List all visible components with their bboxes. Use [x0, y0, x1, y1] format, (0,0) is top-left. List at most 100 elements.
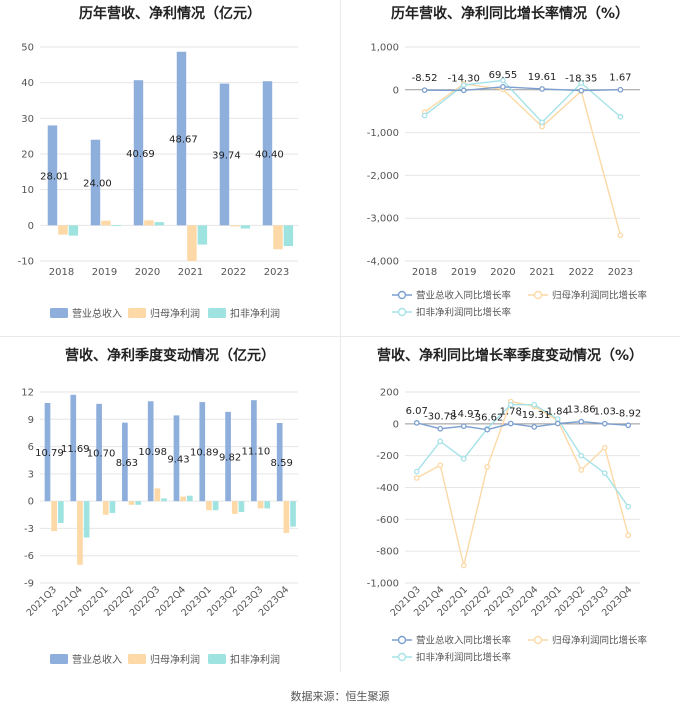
data-label: -19.31 [518, 410, 550, 421]
y-tick-label: -400 [376, 483, 399, 494]
y-tick-label: -3 [24, 524, 34, 535]
data-label: -8.52 [412, 73, 438, 84]
legend-swatch [128, 654, 146, 664]
legend-label: 归母净利润同比增长率 [552, 635, 648, 647]
point-deducted-growth [437, 438, 444, 445]
bar-deducted-profit [290, 501, 296, 527]
y-tick-label: 40 [21, 78, 34, 89]
legend-swatch [208, 308, 226, 318]
point-net-profit-growth [617, 232, 624, 239]
data-label: 19.61 [528, 72, 557, 83]
y-tick-label: -9 [24, 579, 34, 590]
x-tick-label: 2020 [490, 267, 515, 278]
bar-net-profit [273, 225, 283, 250]
point-deducted-growth [460, 82, 467, 88]
point-revenue-growth [625, 422, 632, 429]
bar-deducted-profit [154, 222, 165, 226]
point-revenue-growth [460, 423, 467, 430]
legend-label: 营业总收入 [72, 307, 122, 320]
bar-revenue [173, 415, 180, 502]
legend-label: 扣非净利润 [230, 307, 280, 320]
bar-deducted-profit [212, 501, 219, 511]
bar-revenue [70, 394, 77, 502]
bar-net-profit [187, 225, 197, 261]
legend-swatch-dot [533, 635, 543, 645]
legend-swatch-dot [397, 652, 407, 662]
data-label: -14.30 [448, 73, 480, 84]
bar-net-profit [128, 501, 135, 505]
data-label: -36.62 [471, 413, 503, 424]
bar-deducted-profit [283, 225, 294, 247]
legend-swatch [50, 654, 68, 664]
data-label: 10.98 [138, 447, 167, 458]
bar-revenue [219, 83, 230, 226]
y-tick-label: 0 [28, 221, 34, 232]
data-label: 10.89 [190, 448, 219, 459]
y-tick-label: -1,000 [367, 579, 399, 590]
data-label: 28.01 [40, 171, 69, 182]
line-revenue-growth [416, 420, 629, 431]
y-tick-label: -600 [376, 515, 399, 526]
y-tick-label: 50 [21, 43, 34, 54]
data-label: 1.67 [609, 73, 631, 84]
legend-label: 营业总收入 [72, 653, 122, 666]
bar-deducted-profit [109, 501, 116, 513]
point-net-profit-growth [437, 462, 444, 469]
point-revenue-growth [601, 420, 608, 427]
y-tick-label: 0 [28, 497, 34, 508]
point-net-profit-growth [460, 562, 467, 569]
point-revenue-growth [507, 420, 514, 427]
legend-label: 营业总收入同比增长率 [416, 635, 512, 647]
data-label: 10.79 [35, 448, 64, 459]
point-revenue-growth [578, 418, 585, 425]
data-label: 11.10 [242, 447, 271, 458]
bar-deducted-profit [83, 501, 90, 538]
bar-net-profit [102, 501, 109, 515]
legend-swatch [50, 308, 68, 318]
y-tick-label: -4,000 [367, 257, 399, 268]
data-source-footer: 数据来源：恒生聚源 [290, 690, 390, 703]
legend-swatch-dot [533, 290, 543, 300]
legend-label: 归母净利润 [150, 653, 200, 666]
data-label: 1.03 [594, 407, 616, 418]
bar-deducted-profit [161, 498, 167, 502]
point-revenue-growth [578, 87, 585, 94]
data-label: 8.59 [271, 458, 293, 469]
data-label: 69.55 [489, 70, 518, 81]
bar-revenue [225, 411, 231, 502]
x-tick-label: 2019 [451, 267, 476, 278]
y-tick-label: 0 [393, 85, 399, 96]
point-revenue-growth [531, 424, 538, 430]
bar-net-profit [283, 501, 290, 533]
point-deducted-growth [507, 401, 514, 408]
line-net-profit-growth [416, 400, 629, 566]
bar-net-profit [51, 501, 57, 532]
bar-deducted-profit [197, 225, 208, 245]
line-revenue-growth [424, 86, 621, 92]
data-label: 10.70 [87, 448, 116, 459]
data-label: 9.43 [167, 454, 189, 465]
bar-revenue [47, 125, 58, 226]
x-tick-label: 2021 [178, 267, 203, 278]
data-label: 8.63 [116, 458, 138, 469]
bar-revenue [176, 51, 187, 226]
bar-net-profit [230, 225, 240, 227]
bar-deducted-profit [135, 501, 142, 505]
x-tick-label: 2020 [135, 267, 160, 278]
bar-net-profit [231, 501, 238, 514]
data-label: 1.78 [500, 407, 522, 418]
point-deducted-growth [539, 119, 545, 126]
point-deducted-growth [625, 503, 632, 510]
data-label: 9.82 [219, 452, 241, 463]
point-deducted-growth [421, 112, 428, 119]
bar-revenue [96, 403, 102, 502]
data-label: 40.40 [255, 149, 284, 160]
bar-deducted-profit [68, 225, 79, 236]
bar-net-profit [58, 225, 68, 235]
bar-revenue [276, 423, 283, 502]
bar-deducted-profit [238, 501, 245, 513]
y-tick-label: 6 [28, 442, 34, 453]
bar-deducted-profit [240, 225, 251, 229]
bar-deducted-profit [111, 225, 122, 227]
